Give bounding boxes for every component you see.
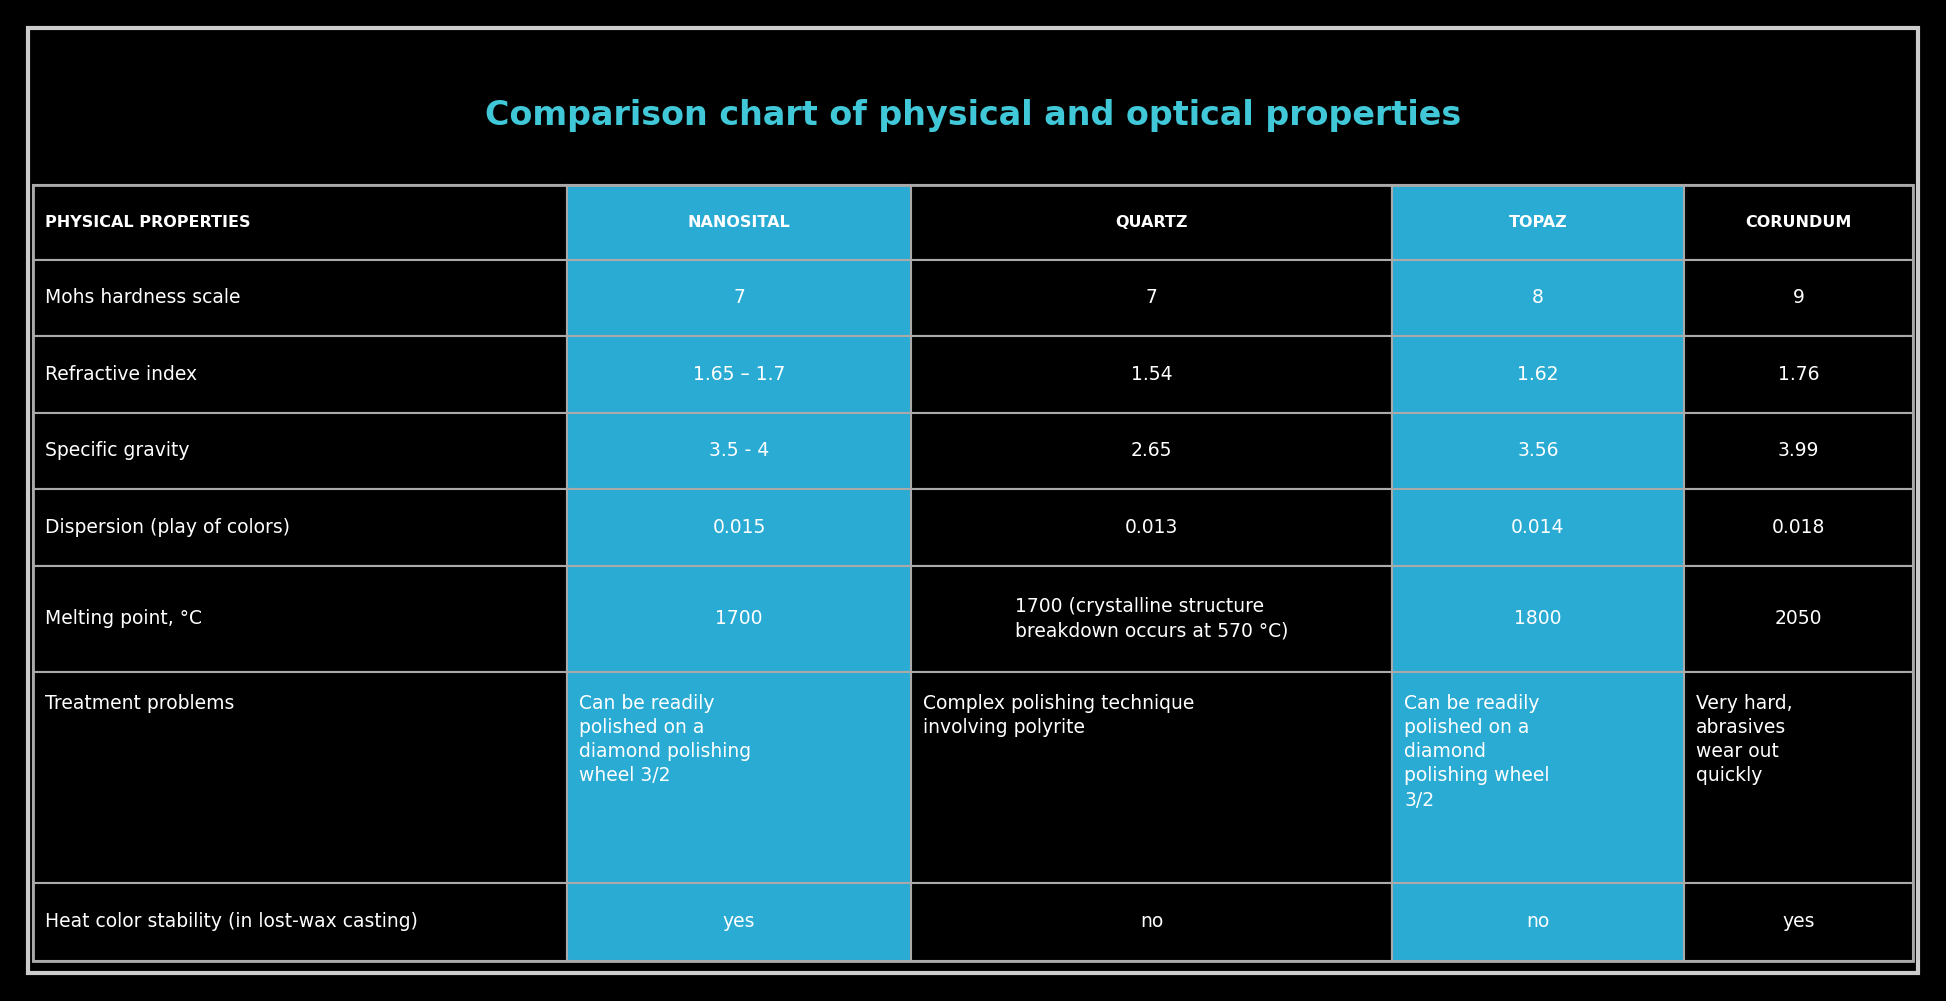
Bar xyxy=(1391,566,1683,672)
Bar xyxy=(33,883,566,961)
Text: yes: yes xyxy=(1783,912,1814,931)
Bar xyxy=(911,566,1391,672)
Bar xyxy=(566,336,911,412)
Text: Refractive index: Refractive index xyxy=(45,364,197,383)
Text: 7: 7 xyxy=(1146,288,1158,307)
Text: 9: 9 xyxy=(1792,288,1804,307)
Text: Comparison chart of physical and optical properties: Comparison chart of physical and optical… xyxy=(485,98,1461,131)
Bar xyxy=(911,185,1391,259)
Bar xyxy=(566,566,911,672)
Bar xyxy=(1391,489,1683,566)
Text: Complex polishing technique
involving polyrite: Complex polishing technique involving po… xyxy=(922,694,1195,737)
Text: 1700 (crystalline structure
breakdown occurs at 570 °C): 1700 (crystalline structure breakdown oc… xyxy=(1016,597,1288,641)
Text: Specific gravity: Specific gravity xyxy=(45,441,189,460)
Bar xyxy=(566,259,911,336)
Bar xyxy=(33,259,566,336)
Text: 0.015: 0.015 xyxy=(712,518,765,537)
Text: 8: 8 xyxy=(1532,288,1543,307)
Bar xyxy=(566,185,911,259)
Bar xyxy=(1391,672,1683,883)
Bar xyxy=(566,883,911,961)
Text: TOPAZ: TOPAZ xyxy=(1508,215,1567,230)
Bar xyxy=(1683,412,1913,489)
Bar xyxy=(33,489,566,566)
Bar xyxy=(33,672,566,883)
Bar xyxy=(566,489,911,566)
Text: 2.65: 2.65 xyxy=(1131,441,1171,460)
Bar xyxy=(911,489,1391,566)
Text: Can be readily
polished on a
diamond
polishing wheel
3/2: Can be readily polished on a diamond pol… xyxy=(1405,694,1549,810)
Text: 3.56: 3.56 xyxy=(1518,441,1559,460)
Text: no: no xyxy=(1140,912,1164,931)
Text: Heat color stability (in lost-wax casting): Heat color stability (in lost-wax castin… xyxy=(45,912,418,931)
Text: NANOSITAL: NANOSITAL xyxy=(687,215,790,230)
Bar xyxy=(33,185,1913,961)
Bar xyxy=(911,412,1391,489)
Bar xyxy=(1683,336,1913,412)
Text: 1.54: 1.54 xyxy=(1131,364,1171,383)
Text: yes: yes xyxy=(722,912,755,931)
Bar xyxy=(911,259,1391,336)
Text: 1.62: 1.62 xyxy=(1518,364,1559,383)
Bar xyxy=(1683,672,1913,883)
Bar xyxy=(33,185,566,259)
Bar xyxy=(566,672,911,883)
Bar xyxy=(33,336,566,412)
Text: 7: 7 xyxy=(734,288,745,307)
Text: 3.99: 3.99 xyxy=(1777,441,1820,460)
Text: Mohs hardness scale: Mohs hardness scale xyxy=(45,288,241,307)
Bar xyxy=(911,672,1391,883)
Bar xyxy=(911,336,1391,412)
Text: Dispersion (play of colors): Dispersion (play of colors) xyxy=(45,518,290,537)
Bar xyxy=(1683,883,1913,961)
Bar xyxy=(566,412,911,489)
Text: 1800: 1800 xyxy=(1514,610,1563,628)
Text: PHYSICAL PROPERTIES: PHYSICAL PROPERTIES xyxy=(45,215,251,230)
Text: 2050: 2050 xyxy=(1775,610,1821,628)
Text: 0.014: 0.014 xyxy=(1512,518,1565,537)
Bar xyxy=(911,883,1391,961)
Bar xyxy=(1391,336,1683,412)
Bar xyxy=(1683,259,1913,336)
Bar xyxy=(1683,566,1913,672)
Bar xyxy=(1391,259,1683,336)
Text: 0.018: 0.018 xyxy=(1771,518,1825,537)
Bar xyxy=(1391,412,1683,489)
Bar xyxy=(1391,883,1683,961)
Bar xyxy=(1391,185,1683,259)
Bar xyxy=(33,566,566,672)
Text: Melting point, °C: Melting point, °C xyxy=(45,610,202,628)
Text: 1700: 1700 xyxy=(716,610,763,628)
Text: Very hard,
abrasives
wear out
quickly: Very hard, abrasives wear out quickly xyxy=(1695,694,1792,786)
Text: 1.65 – 1.7: 1.65 – 1.7 xyxy=(693,364,784,383)
Text: 1.76: 1.76 xyxy=(1777,364,1820,383)
Text: 3.5 - 4: 3.5 - 4 xyxy=(708,441,769,460)
Bar xyxy=(1683,489,1913,566)
Text: Treatment problems: Treatment problems xyxy=(45,694,234,713)
Text: QUARTZ: QUARTZ xyxy=(1115,215,1187,230)
Bar xyxy=(33,412,566,489)
Bar xyxy=(1683,185,1913,259)
Text: 0.013: 0.013 xyxy=(1125,518,1177,537)
Text: no: no xyxy=(1526,912,1549,931)
Text: CORUNDUM: CORUNDUM xyxy=(1746,215,1851,230)
Text: Can be readily
polished on a
diamond polishing
wheel 3/2: Can be readily polished on a diamond pol… xyxy=(578,694,751,786)
